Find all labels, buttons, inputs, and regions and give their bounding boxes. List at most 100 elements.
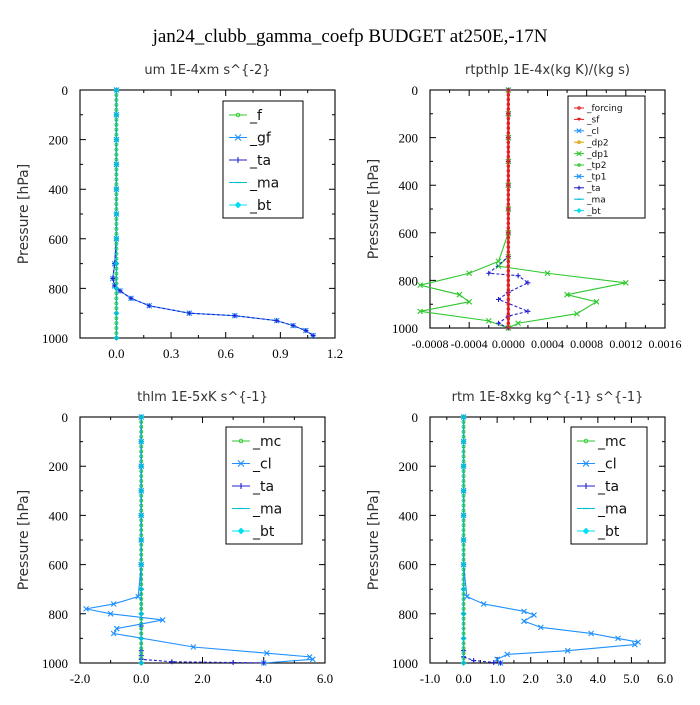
y-tick-label: 600 <box>49 232 69 247</box>
series-bt <box>113 87 120 341</box>
data-point <box>232 313 238 319</box>
data-point <box>138 438 145 445</box>
data-point <box>506 278 511 283</box>
data-point <box>309 656 316 663</box>
legend: _mc _cl _ta _ma _bt <box>225 426 303 545</box>
data-point <box>261 660 267 666</box>
y-tick-label: 0 <box>62 410 69 425</box>
data-point <box>506 207 511 211</box>
data-point <box>573 310 580 317</box>
data-point <box>506 221 511 226</box>
data-point <box>138 610 145 617</box>
data-point <box>460 487 467 494</box>
data-point <box>531 612 537 618</box>
data-point <box>515 273 521 279</box>
data-point <box>506 307 511 311</box>
data-point <box>466 298 473 305</box>
data-point <box>506 121 511 126</box>
legend-label: _ma <box>249 175 279 191</box>
series-ta <box>461 414 503 666</box>
legend-marker <box>235 157 241 163</box>
data-point <box>113 625 120 632</box>
data-point <box>117 288 123 294</box>
data-point <box>460 463 467 470</box>
legend-marker <box>576 128 582 134</box>
legend-marker <box>238 438 244 444</box>
x-tick-label: -2.0 <box>70 671 91 686</box>
x-tick-label: 6.0 <box>317 671 333 686</box>
data-point <box>460 561 467 568</box>
data-point <box>622 279 629 286</box>
legend-label: _cl <box>586 127 599 137</box>
legend-marker <box>237 460 245 467</box>
data-point <box>593 298 600 305</box>
data-point <box>138 537 145 543</box>
data-point <box>506 264 511 268</box>
data-point <box>506 183 511 187</box>
data-point <box>290 323 296 329</box>
data-point <box>506 216 511 221</box>
data-point <box>631 641 638 648</box>
data-point <box>506 269 511 273</box>
data-point <box>460 635 467 642</box>
data-point <box>138 660 145 666</box>
legend-label: _tp1 <box>586 173 606 183</box>
legend-label: _dp2 <box>586 138 609 148</box>
data-point <box>113 335 120 341</box>
data-point <box>506 254 511 259</box>
data-point <box>113 310 120 317</box>
panel-title: rtpthlp 1E-4x(kg K)/(kg s) <box>465 63 630 78</box>
series-line <box>463 417 501 664</box>
legend-label: _bt <box>586 207 601 217</box>
x-tick-label: 0.0008 <box>570 337 603 351</box>
data-point <box>506 178 511 183</box>
data-point <box>506 297 511 302</box>
x-tick-label: 0.0 <box>455 671 471 686</box>
x-tick-label: 2.0 <box>523 671 539 686</box>
y-tick-label: 600 <box>49 558 69 573</box>
data-point <box>506 231 511 235</box>
data-point <box>113 285 120 292</box>
data-point <box>417 308 424 315</box>
data-point <box>480 601 487 607</box>
legend-marker <box>583 438 589 444</box>
legend-marker <box>234 201 242 209</box>
x-tick-label: 0.0012 <box>609 337 642 351</box>
data-point <box>506 154 511 159</box>
data-point <box>159 617 166 623</box>
legend-label: _bt <box>597 524 620 540</box>
legend: _mc _cl _ta _ma _bt <box>570 426 648 545</box>
legend-label: _ta <box>586 184 601 194</box>
data-point <box>506 197 511 202</box>
legend-label: _mc <box>252 434 281 450</box>
x-tick-label: 6.0 <box>657 671 673 686</box>
series-bt <box>460 414 467 666</box>
y-axis-label: Pressure [hPa] <box>16 164 32 264</box>
data-point <box>506 88 511 92</box>
data-point <box>83 605 90 612</box>
data-point <box>521 608 527 615</box>
panel-title: thlm 1E-5xK s^{-1} <box>137 390 268 405</box>
data-point <box>506 188 511 192</box>
panel-rtm: rtm 1E-8xkg kg^{-1} s^{-1} 0 200 400 600 800 1… <box>366 390 673 686</box>
y-tick-label: 200 <box>399 131 419 146</box>
y-tick-label: 200 <box>49 133 69 148</box>
legend-marker <box>238 483 244 489</box>
x-tick-label: 0.6 <box>218 346 235 361</box>
x-tick-label: 0.9 <box>272 346 288 361</box>
legend: _forcing _sf_cl_dp2 _dp1_tp2 _tp1_ta_ma _bt <box>567 95 646 219</box>
x-tick-label: 0.0 <box>133 671 149 686</box>
y-tick-label: 1000 <box>392 321 418 336</box>
y-tick-label: 600 <box>399 226 419 241</box>
data-point <box>146 303 152 309</box>
panel-rtpthlp: rtpthlp 1E-4x(kg K)/(kg s) 0 200 400 600 800 1… <box>366 63 682 351</box>
data-point <box>506 245 511 249</box>
data-point <box>506 273 511 278</box>
data-point <box>113 235 120 242</box>
legend-label: _bt <box>249 198 272 214</box>
series-forcing <box>506 88 511 330</box>
y-tick-label: 800 <box>399 273 419 288</box>
data-point <box>537 624 544 631</box>
data-point <box>456 291 463 298</box>
legend-marker <box>576 151 582 157</box>
